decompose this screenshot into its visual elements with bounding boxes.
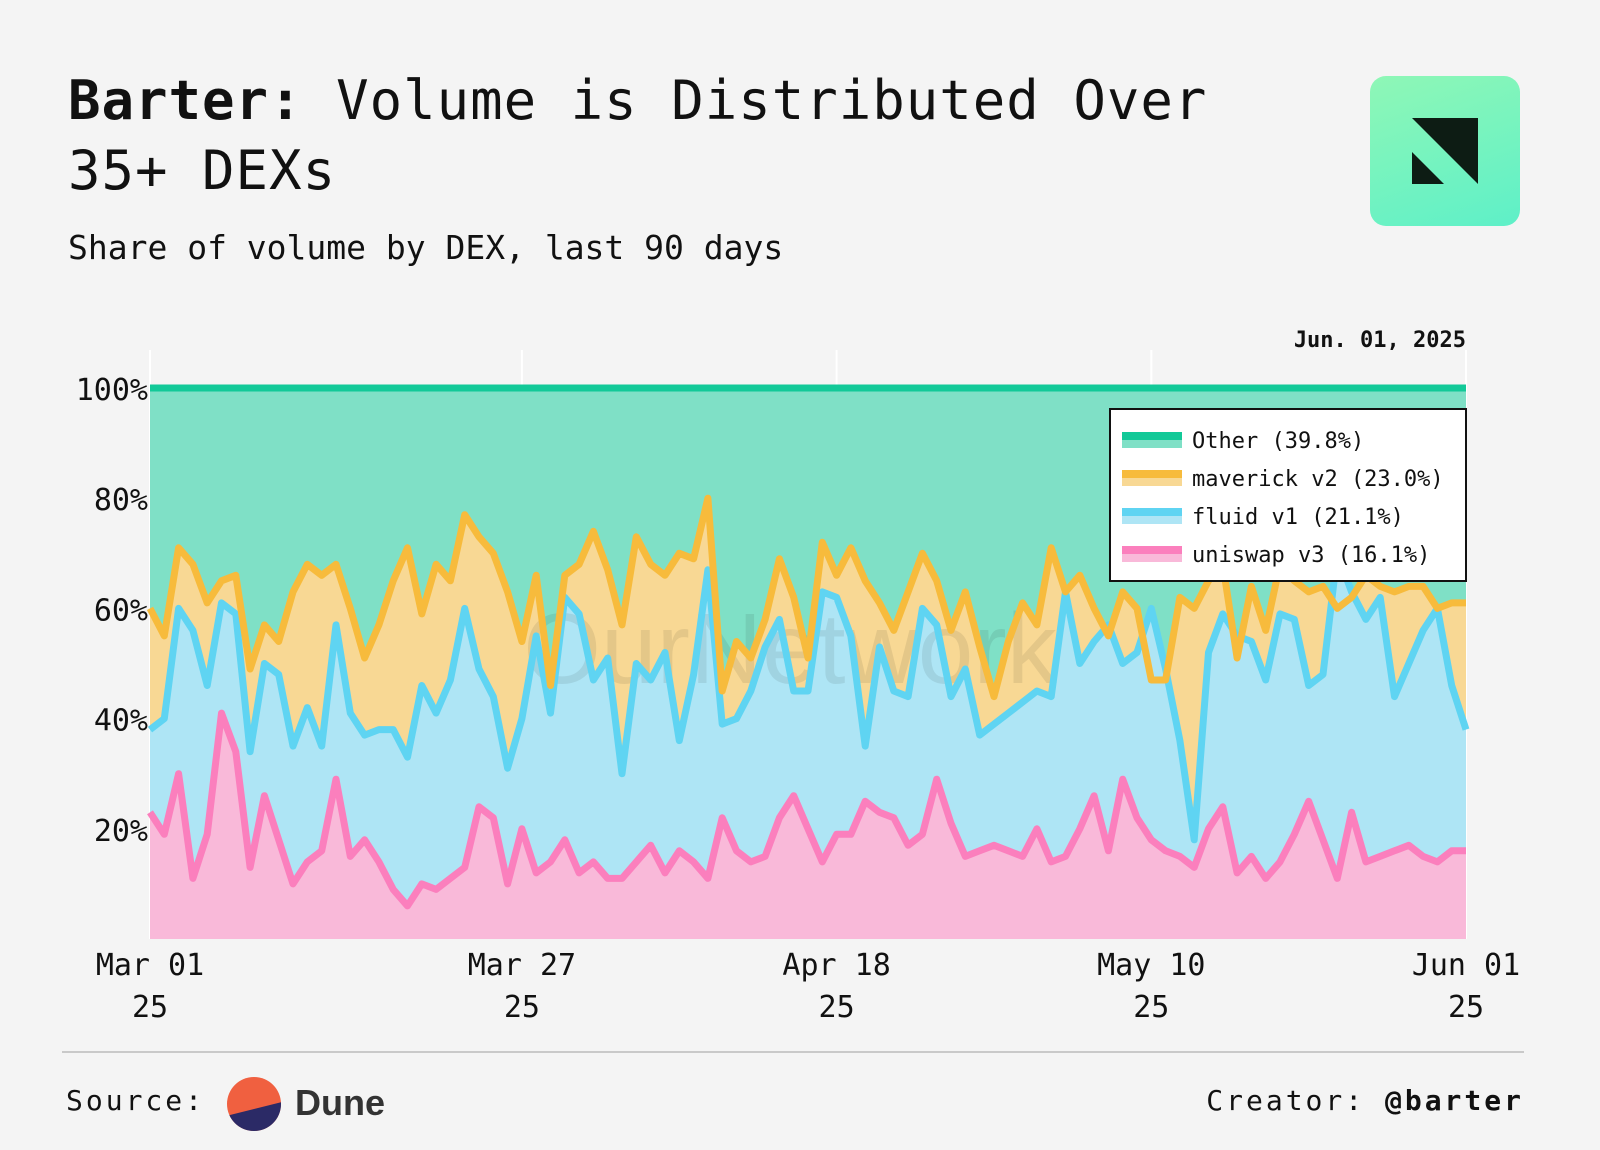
x-tick-year-1: 25 <box>504 990 540 1025</box>
creator-label: Creator: <box>1206 1084 1366 1117</box>
legend-swatch-line-3 <box>1122 546 1182 554</box>
y-tick-label-0: 100% <box>76 373 148 408</box>
legend-swatch-line-2 <box>1122 508 1182 516</box>
chart-title: Barter: Volume is Distributed Over 35+ D… <box>68 66 1308 206</box>
barter-logo <box>1370 76 1520 226</box>
legend-swatch-line-1 <box>1122 470 1182 478</box>
date-label: Jun. 01, 2025 <box>1294 328 1466 353</box>
legend-label-2: fluid v1 (21.1%) <box>1192 505 1404 530</box>
legend-swatch-fill-1 <box>1122 478 1182 486</box>
legend-swatch-fill-3 <box>1122 554 1182 562</box>
x-tick-label-0: Mar 01 <box>96 948 204 983</box>
legend-label-1: maverick v2 (23.0%) <box>1192 467 1444 492</box>
title-rest: Volume is Distributed Over 35+ DEXs <box>68 69 1208 202</box>
chart-subtitle: Share of volume by DEX, last 90 days <box>68 228 784 267</box>
legend: Other (39.8%) maverick v2 (23.0%) fluid v1… <box>1109 408 1467 582</box>
creator-handle: @barter <box>1384 1084 1524 1117</box>
tick-layer: 100% 80% 60% 40% 20% Mar 01 25 Mar 27 25 Apr 18 25… <box>76 373 1520 1025</box>
footer-divider <box>62 1051 1524 1053</box>
line-layer <box>146 384 1470 910</box>
y-tick-label-2: 60% <box>94 593 148 628</box>
area-series-3 <box>150 713 1466 939</box>
legend-swatch-line-0 <box>1122 432 1182 440</box>
title-bold: Barter: <box>68 69 303 132</box>
x-tick-label-3: May 10 <box>1097 948 1205 983</box>
source-label: Source: <box>66 1084 206 1117</box>
line-series-2 <box>147 549 1470 844</box>
x-tick-year-3: 25 <box>1133 990 1169 1025</box>
x-tick-label-1: Mar 27 <box>468 948 576 983</box>
x-tick-label-2: Apr 18 <box>782 948 890 983</box>
source-name: Dune <box>295 1082 385 1123</box>
x-tick-year-4: 25 <box>1448 990 1484 1025</box>
line-series-1 <box>146 494 1466 701</box>
x-tick-year-0: 25 <box>132 990 168 1025</box>
legend-swatch-fill-0 <box>1122 440 1182 448</box>
barter-logo-icon <box>1412 118 1478 184</box>
legend-label-3: uniswap v3 (16.1%) <box>1192 543 1430 568</box>
creator: Creator: @barter <box>1206 1084 1524 1117</box>
y-tick-label-4: 20% <box>94 814 148 849</box>
legend-swatch-fill-2 <box>1122 516 1182 524</box>
x-tick-label-4: Jun 01 <box>1412 948 1520 983</box>
dune-logo-icon <box>227 1077 281 1131</box>
line-series-3 <box>147 709 1466 910</box>
x-tick-year-2: 25 <box>819 990 855 1025</box>
legend-label-0: Other (39.8%) <box>1192 429 1364 454</box>
y-tick-label-1: 80% <box>94 483 148 518</box>
chart-area: OurNetwork 100% 80% 60% 40% 20% Mar 01 25 Mar 2… <box>0 320 1600 1040</box>
y-tick-label-3: 40% <box>94 704 148 739</box>
